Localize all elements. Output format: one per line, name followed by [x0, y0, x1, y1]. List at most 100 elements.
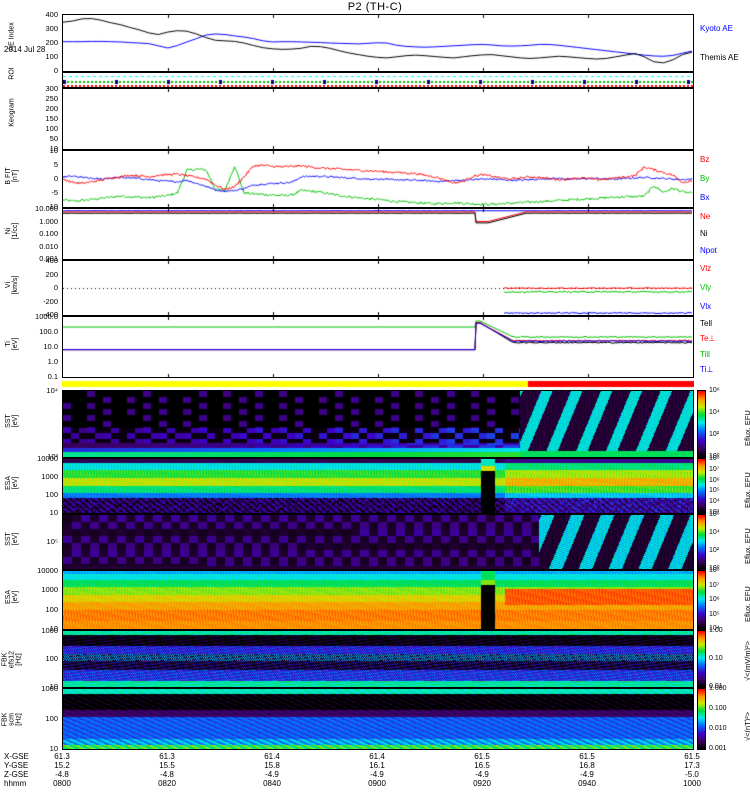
panel-statusbar	[62, 380, 694, 388]
colorbar-tick-esa_i-0: 10⁸	[709, 567, 720, 574]
colorbar-fbk_scm	[697, 688, 706, 750]
plot-area-sst_e	[63, 391, 693, 457]
axis-tick-z-gse-5: -4.9	[580, 770, 594, 779]
axis-tick-hhmm-4: 0920	[473, 779, 491, 788]
axis-tick-z-gse-3: -4.9	[370, 770, 384, 779]
axis-tick-x-gse-3: 61.4	[369, 752, 385, 761]
panel-sst_e	[62, 390, 694, 458]
plot-area-ae	[63, 15, 693, 71]
legend-velocity-1: Vly	[700, 283, 712, 292]
ytick-temperature-4: 0.1	[47, 372, 58, 381]
ytick-esa_i-0: 10000	[37, 566, 58, 575]
colorbar-tick-fbk_e12-0: 1.00	[709, 627, 723, 634]
axis-tick-z-gse-4: -4.9	[475, 770, 489, 779]
ytick-ae-2: 200	[45, 38, 58, 47]
colorbar-tick-sst_e-0: 10⁶	[709, 387, 720, 394]
axis-tick-z-gse-0: -4.8	[55, 770, 69, 779]
colorbar-tick-sst_i-2: 10²	[709, 547, 720, 554]
panel-bfit	[62, 150, 694, 208]
panel-keogram	[62, 88, 694, 150]
ytick-fbk_scm-2: 10	[49, 744, 58, 753]
axis-tick-y-gse-2: 15.8	[264, 761, 280, 770]
ytick-fbk_e12-0: 1000	[41, 626, 58, 635]
ytick-density-3: 0.010	[39, 241, 58, 251]
legend-temperature-3: Ti⊥	[700, 365, 714, 375]
ytick-esa_i-2: 100	[45, 604, 58, 614]
ytick-fbk_scm-1: 100	[45, 714, 58, 723]
colorbar-tick-esa_i-1: 10⁷	[709, 581, 720, 589]
plot-area-statusbar	[62, 380, 694, 388]
ytick-bfit-1: 5	[53, 160, 58, 169]
plot-area-velocity	[63, 261, 693, 315]
panel-velocity	[62, 260, 694, 316]
ytick-esa_i-3: 10	[49, 624, 58, 633]
panel-esa_i	[62, 570, 694, 630]
ylabel-sst_e: SST [eV]	[5, 414, 19, 428]
colorbar-label-sst_i: Eflux, EFU	[743, 528, 750, 564]
axis-row-label-x-gse: X-GSE	[4, 752, 29, 761]
legend-temperature-1: Te⊥	[700, 334, 716, 344]
ytick-ae-1: 300	[45, 24, 58, 33]
panel-roi	[62, 72, 694, 88]
colorbar-tick-esa_i-2: 10⁶	[709, 596, 720, 603]
panel-fbk_e12	[62, 630, 694, 688]
legend-bfit-2: Bx	[700, 193, 710, 203]
colorbar-tick-fbk_e12-1: 0.10	[709, 655, 723, 662]
colorbar-esa_i	[697, 570, 706, 630]
ytick-bfit-4: -10	[47, 202, 58, 211]
panel-density	[62, 208, 694, 260]
axis-tick-x-gse-4: 61.5	[474, 752, 490, 761]
ytick-keogram-0: 300	[45, 84, 58, 93]
legend-ae-1: Themis AE	[700, 52, 739, 62]
axis-tick-x-gse-0: 61.3	[54, 752, 70, 761]
colorbar-esa_e	[697, 458, 706, 514]
ytick-fbk_e12-2: 10	[49, 682, 58, 691]
date-label: 2014 Jul 28	[4, 45, 46, 54]
ytick-sst_i-0: 10⁵	[46, 537, 58, 546]
axis-row-label-y-gse: Y-GSE	[4, 761, 29, 770]
legend-velocity-0: Vlz	[700, 264, 712, 274]
plot-area-bfit	[63, 151, 693, 207]
colorbar-tick-esa_e-3: 10⁵	[709, 487, 720, 495]
colorbar-label-esa_i: Eflux, EFU	[743, 586, 750, 622]
axis-row-hhmm: hhmm 0800 0820 0840 0900 0920 0940 1000	[0, 779, 750, 788]
colorbar-tick-fbk_scm-2: 0.010	[709, 725, 727, 732]
ytick-velocity-3: -200	[42, 296, 58, 306]
axis-row-y-gse: Y-GSE 15.2 15.5 15.8 16.1 16.5 16.8 17.3	[0, 761, 750, 770]
axis-tick-hhmm-3: 0900	[368, 779, 386, 788]
ytick-keogram-2: 200	[45, 104, 58, 113]
legend-density-0: Ne	[700, 211, 711, 221]
ytick-esa_e-1: 1000	[41, 472, 58, 481]
axis-tick-y-gse-5: 16.8	[579, 761, 595, 770]
ytick-keogram-6: 10	[49, 144, 58, 153]
ytick-velocity-4: -400	[42, 310, 58, 319]
ytick-temperature-1: 100.0	[39, 327, 58, 336]
colorbar-label-sst_e: Eflux, EFU	[743, 410, 750, 446]
ytick-fbk_e12-1: 100	[45, 654, 58, 663]
axis-tick-hhmm-1: 0820	[158, 779, 176, 788]
ytick-ae-4: 0	[53, 66, 58, 75]
colorbar-sst_e	[697, 390, 706, 458]
panel-ae	[62, 14, 694, 72]
colorbar-tick-esa_e-5: 10³	[709, 509, 720, 516]
legend-bfit-0: Bz	[700, 154, 710, 164]
axis-tick-x-gse-5: 61.5	[579, 752, 595, 761]
plot-area-keogram	[63, 89, 693, 149]
plot-area-temperature	[63, 317, 693, 377]
colorbar-tick-esa_e-1: 10⁷	[709, 465, 720, 473]
ytick-velocity-2: 0	[53, 283, 58, 292]
colorbar-tick-fbk_scm-3: 0.001	[709, 745, 727, 752]
ytick-temperature-3: 1.0	[47, 357, 58, 366]
axis-tick-y-gse-0: 15.2	[54, 761, 70, 770]
colorbar-tick-sst_e-1: 10⁴	[709, 409, 720, 416]
axis-tick-x-gse-6: 61.5	[684, 752, 700, 761]
axis-tick-z-gse-2: -4.9	[265, 770, 279, 779]
legend-density-1: Ni	[700, 229, 708, 238]
legend-temperature-0: Tell	[700, 318, 713, 328]
page-title: P2 (TH-C)	[347, 1, 403, 13]
plot-area-esa_e	[63, 459, 693, 513]
plot-area-fbk_e12	[63, 631, 693, 687]
ytick-density-2: 0.100	[39, 229, 58, 238]
ytick-keogram-5: 50	[49, 134, 58, 143]
ytick-velocity-1: 200	[45, 269, 58, 279]
